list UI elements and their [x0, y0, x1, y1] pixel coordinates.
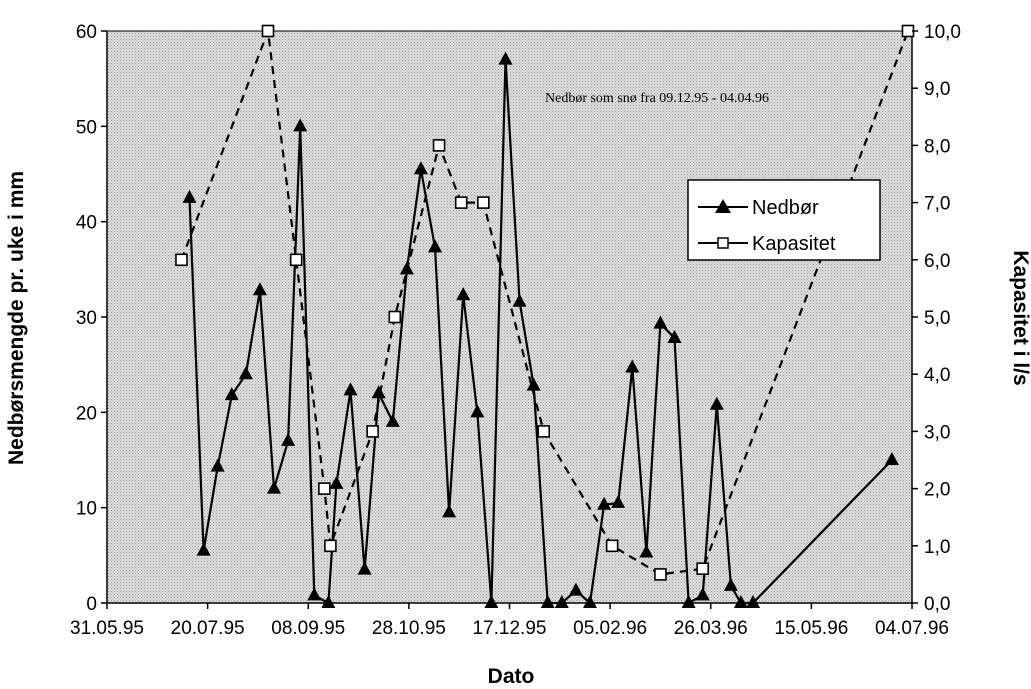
nedbor-point [723, 577, 738, 591]
y2-tick-label: 3,0 [924, 422, 950, 443]
nedbor-point [653, 315, 668, 329]
nedbor-point [428, 239, 443, 253]
nedbor-point [554, 595, 569, 608]
nedbor-point [583, 595, 597, 608]
y2-tick-label: 4,0 [924, 365, 950, 386]
y2-tick-label: 8,0 [924, 136, 950, 157]
y-tick-label: 60 [76, 22, 97, 43]
nedbor-point [526, 377, 541, 391]
kapasitet-point [901, 24, 915, 38]
nedbor-point [210, 458, 225, 472]
nedbor-point [224, 387, 239, 401]
kapasitet-point [289, 253, 303, 267]
kapasitet-point [477, 196, 490, 209]
x-tick-label: 20.07.95 [171, 618, 245, 639]
nedbor-point [746, 595, 761, 608]
nedbor-point [695, 587, 710, 601]
y2-tick-label: 6,0 [924, 251, 950, 272]
legend-marker-nedbor [715, 199, 731, 213]
y-axis-title: Nedbørsmengde pr. uke i mm [5, 171, 28, 465]
kapasitet-point [324, 539, 337, 553]
y-tick-label: 20 [76, 403, 97, 424]
x-tick-label: 05.02.96 [573, 618, 647, 639]
nedbor-point [498, 51, 513, 65]
legend-label-nedbor: Nedbør [752, 197, 819, 219]
x-tick-label: 28.10.95 [372, 618, 446, 639]
x-axis-title: Dato [488, 665, 535, 688]
nedbor-point [343, 382, 358, 396]
kapasitet-point [366, 425, 379, 438]
y-tick-label: 40 [76, 213, 97, 234]
series-group [175, 24, 915, 608]
nedbor-point [238, 366, 253, 380]
nedbor-point [639, 544, 654, 558]
x-tick-label: 26.03.96 [674, 618, 748, 639]
y-tick-label: 10 [76, 499, 97, 520]
nedbor-point [540, 595, 555, 608]
kapasitet-point [175, 253, 188, 267]
x-tick-label: 04.07.96 [875, 618, 949, 639]
kapasitet-point [318, 482, 331, 495]
nedbor-point [611, 494, 626, 508]
nedbor-point [281, 432, 296, 446]
nedbor-point [182, 189, 197, 203]
tick-labels: 0 10 20 30 40 50 60 0,0 1,0 2,0 3,0 4,0 5,0 6,0 7,0 8,0… [70, 22, 961, 639]
nedbor-point [293, 118, 308, 132]
nedbor-point [385, 413, 400, 427]
y-tick-label: 0 [86, 594, 97, 615]
nedbor-point [733, 595, 748, 608]
y2-axis-title: Kapasitet i l/s [1009, 250, 1031, 385]
nedbor-point [252, 282, 267, 296]
annotation: Nedbør som snø fra 09.12.95 - 04.04.96 [545, 91, 769, 106]
y2-tick-label: 5,0 [924, 308, 950, 329]
nedbor-point [196, 542, 211, 556]
nedbor-point [371, 385, 386, 399]
nedbor-point [329, 475, 344, 489]
x-tick-label: 08.09.95 [271, 618, 345, 639]
kapasitet-point [605, 539, 619, 553]
nedbor-point [456, 287, 471, 301]
nedbor-point [357, 561, 372, 575]
nedbor-point [484, 595, 499, 608]
kapasitet-point [432, 139, 446, 152]
kapasitet-point [537, 425, 551, 438]
nedbor-point [597, 496, 612, 510]
y2-tick-label: 10,0 [924, 22, 961, 43]
x-tick-label: 17.12.95 [473, 618, 547, 639]
nedbor-point [413, 161, 428, 175]
legend: Nedbør Kapasitet [687, 179, 881, 261]
nedbor-point [307, 587, 322, 601]
nedbor-point [625, 359, 640, 373]
kapasitet-point [454, 196, 468, 209]
nedbor-point [681, 595, 696, 608]
nedbor-point [884, 452, 899, 465]
kapasitet-point [388, 310, 402, 324]
nedbor-point [399, 261, 414, 275]
kapasitet-point [696, 562, 710, 575]
nedbor-point [321, 595, 336, 608]
kapasitet-point [261, 24, 275, 38]
legend-marker-kapasitet [717, 237, 729, 249]
legend-label-kapasitet: Kapasitet [752, 233, 836, 255]
y2-tick-label: 2,0 [924, 480, 950, 501]
y2-tick-label: 9,0 [924, 79, 950, 100]
y2-tick-label: 1,0 [924, 537, 950, 558]
x-tick-label: 31.05.95 [70, 618, 144, 639]
nedbor-point [512, 293, 527, 307]
nedbor-point [267, 480, 282, 494]
y-tick-label: 50 [76, 117, 97, 138]
nedbor-point [709, 396, 724, 410]
y-tick-label: 30 [76, 308, 97, 329]
nedbor-point [442, 504, 457, 518]
y2-tick-label: 7,0 [924, 194, 950, 215]
y2-tick-label: 0,0 [924, 594, 950, 615]
x-tick-label: 15.05.96 [774, 618, 848, 639]
kapasitet-point [654, 568, 667, 581]
nedbor-point [568, 582, 583, 596]
nedbor-point [470, 404, 485, 418]
nedbor-point [667, 329, 682, 343]
